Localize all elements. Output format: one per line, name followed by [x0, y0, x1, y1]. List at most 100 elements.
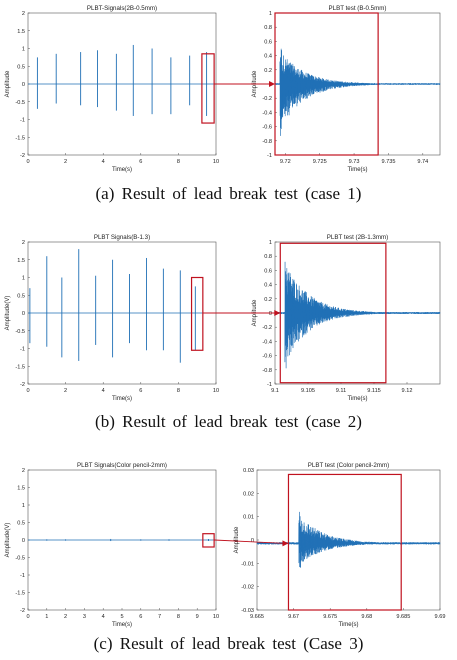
series-signal	[28, 44, 216, 116]
y-tick-label: -0.5	[15, 329, 25, 335]
highlight-box	[287, 473, 402, 611]
arrow-case-1	[214, 81, 275, 87]
chart-a-left: PLBT-Signals(2B-0.5mm) 2 1.5 1 0.5 0 -0.5 -1 -1.…	[5, 5, 219, 173]
y-tick-label: -0.8	[262, 139, 272, 145]
y-axis-label: Amplitude	[5, 70, 11, 97]
x-tick-label: 8	[177, 388, 180, 394]
x-tick-label: 0	[26, 614, 29, 620]
x-tick-label: 1	[45, 614, 48, 620]
chart-b-left: PLBT Signals(B-1.3) 2 1.5 1 0.5 0 -0.5 -1 -1.5 -2…	[5, 234, 219, 402]
x-axis-label: Time(s)	[112, 167, 132, 173]
x-tick-label: 3	[83, 614, 86, 620]
y-tick-label: 2	[22, 468, 25, 474]
y-tick-label: 2	[22, 240, 25, 246]
x-tick-label: 8	[177, 159, 180, 165]
y-tick-label: 0.8	[264, 254, 272, 260]
x-tick-label: 9.74	[417, 159, 428, 165]
x-tick-label: 6	[139, 159, 142, 165]
highlight-box	[201, 53, 215, 124]
y-tick-label: -0.2	[262, 325, 272, 331]
x-tick-label: 2	[64, 388, 67, 394]
x-tick-label: 9.665	[250, 614, 264, 620]
y-tick-label: -0.5	[15, 100, 25, 106]
y-tick-label: -0.6	[262, 354, 272, 360]
x-axis-label: Time(s)	[347, 396, 367, 402]
signal-trace	[274, 48, 441, 136]
caption-a: (a) Result of lead break test (case 1)	[95, 184, 362, 203]
x-tick-label: 9.73	[349, 159, 360, 165]
caption-c: (c) Result of lead break test (Case 3)	[93, 634, 364, 653]
x-tick-label: 4	[102, 159, 105, 165]
y-tick-label: 2	[22, 11, 25, 17]
chart-c-right: PLBT test (Color pencil-2mm) 0.03 0.02 0.01…	[234, 462, 445, 628]
y-tick-label: 0	[269, 311, 272, 317]
y-tick-label: -1.5	[15, 135, 25, 141]
x-tick-label: 9.685	[396, 614, 410, 620]
y-tick-label: 0	[22, 311, 25, 317]
x-tick-label: 2	[64, 614, 67, 620]
y-tick-label: 0.01	[243, 515, 254, 521]
x-tick-label: 9.11	[336, 388, 346, 394]
x-tick-label: 9.1	[271, 388, 279, 394]
y-tick-label: 1	[22, 276, 25, 282]
chart-title: PLBT Signals(B-1.3)	[94, 234, 150, 241]
x-tick-label: 10	[213, 388, 219, 394]
chart-a-right: PLBT test (B-0.5mm)10.80.60.40.20-0.2-0.…	[252, 5, 441, 173]
y-tick-label: -1	[267, 153, 272, 159]
y-tick-label: -1	[20, 347, 25, 353]
caption-b: (b) Result of lead break test (case 2)	[95, 412, 362, 431]
y-tick-label: 0.4	[264, 54, 272, 60]
chart-title: PLBT test (B-0.5mm)	[329, 5, 387, 12]
x-tick-label: 6	[139, 388, 142, 394]
arrow-case-2	[202, 310, 281, 316]
x-tick-label: 9	[196, 614, 199, 620]
y-tick-label: -2	[20, 153, 25, 159]
y-tick-label: 0.02	[243, 491, 254, 497]
y-tick-label: 1.5	[17, 258, 25, 264]
y-tick-label: 0.5	[17, 64, 25, 70]
arrow-line	[214, 539, 284, 544]
y-tick-label: -2	[20, 608, 25, 614]
y-tick-label: 0.2	[264, 68, 272, 74]
series-signal	[274, 261, 441, 369]
x-tick-label: 6	[139, 614, 142, 620]
y-tick-label: -0.01	[241, 561, 254, 567]
series-signal	[274, 48, 441, 136]
chart-title: PLBT Signals(Color pencil-2mm)	[77, 462, 167, 469]
x-tick-label: 4	[102, 614, 105, 620]
y-tick-label: -1.5	[15, 591, 25, 597]
y-tick-label: -0.5	[15, 556, 25, 562]
x-tick-label: 9.105	[301, 388, 315, 394]
y-tick-label: -0.03	[241, 608, 254, 614]
y-tick-label: 0	[251, 538, 254, 544]
y-tick-label: 1	[269, 11, 272, 17]
arrow-case-3	[214, 539, 289, 547]
y-tick-label: -0.4	[262, 110, 272, 116]
y-axis-label: Amplitude(V)	[5, 523, 11, 558]
x-tick-label: 9.69	[435, 614, 446, 620]
arrow-head	[274, 310, 281, 316]
y-tick-label: -0.02	[241, 585, 254, 591]
y-tick-label: -1	[20, 118, 25, 124]
y-tick-label: 0.4	[264, 283, 272, 289]
highlight-box	[190, 276, 204, 351]
x-tick-label: 4	[102, 388, 105, 394]
y-tick-label: -0.2	[262, 96, 272, 102]
x-tick-label: 10	[213, 159, 219, 165]
x-axis-label: Time(s)	[347, 167, 367, 173]
chart-b-right: PLBT test (2B-1.3mm) 1 0.8 0.6 0.4 0.2 0 -0.2 -0…	[252, 234, 441, 402]
x-axis-label: Time(s)	[112, 396, 132, 402]
y-tick-label: -0.6	[262, 125, 272, 131]
x-tick-label: 9.68	[361, 614, 372, 620]
x-tick-label: 10	[213, 614, 219, 620]
x-tick-label: 9.115	[367, 388, 381, 394]
y-axis-label: Amplitude(V)	[5, 296, 11, 331]
y-tick-label: 1	[269, 240, 272, 246]
chart-title: PLBT test (2B-1.3mm)	[327, 234, 388, 241]
y-tick-label: 0	[22, 538, 25, 544]
chart-title: PLBT-Signals(2B-0.5mm)	[87, 5, 157, 12]
y-tick-label: 0.03	[243, 468, 254, 474]
y-axis-label: Amplitude	[234, 526, 240, 553]
y-tick-label: 1	[22, 47, 25, 53]
